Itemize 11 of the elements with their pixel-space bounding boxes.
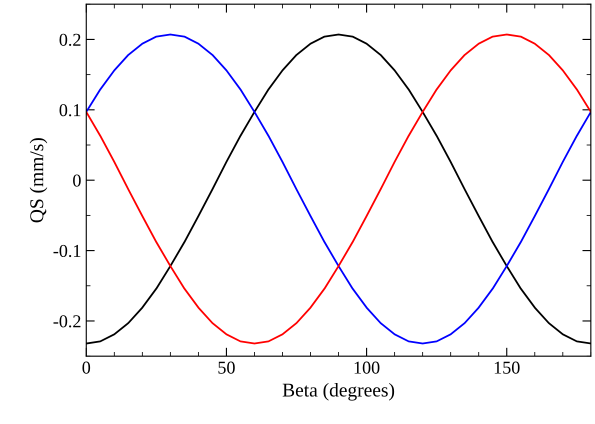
y-axis-title: QS (mm/s): [30, 138, 48, 222]
x-tick-label: 0: [82, 362, 90, 374]
x-axis-title: Beta (degrees): [282, 382, 394, 401]
y-tick-label: -0.1: [54, 244, 80, 258]
y-tick-label: 0: [73, 174, 81, 187]
y-tick-label: 0.2: [60, 34, 80, 46]
y-tick-label: 0.1: [60, 104, 80, 116]
x-tick-label: 50: [218, 362, 235, 374]
x-tick-label: 100: [354, 362, 380, 374]
y-tick-label: -0.2: [54, 315, 80, 328]
x-tick-label: 150: [494, 362, 520, 374]
